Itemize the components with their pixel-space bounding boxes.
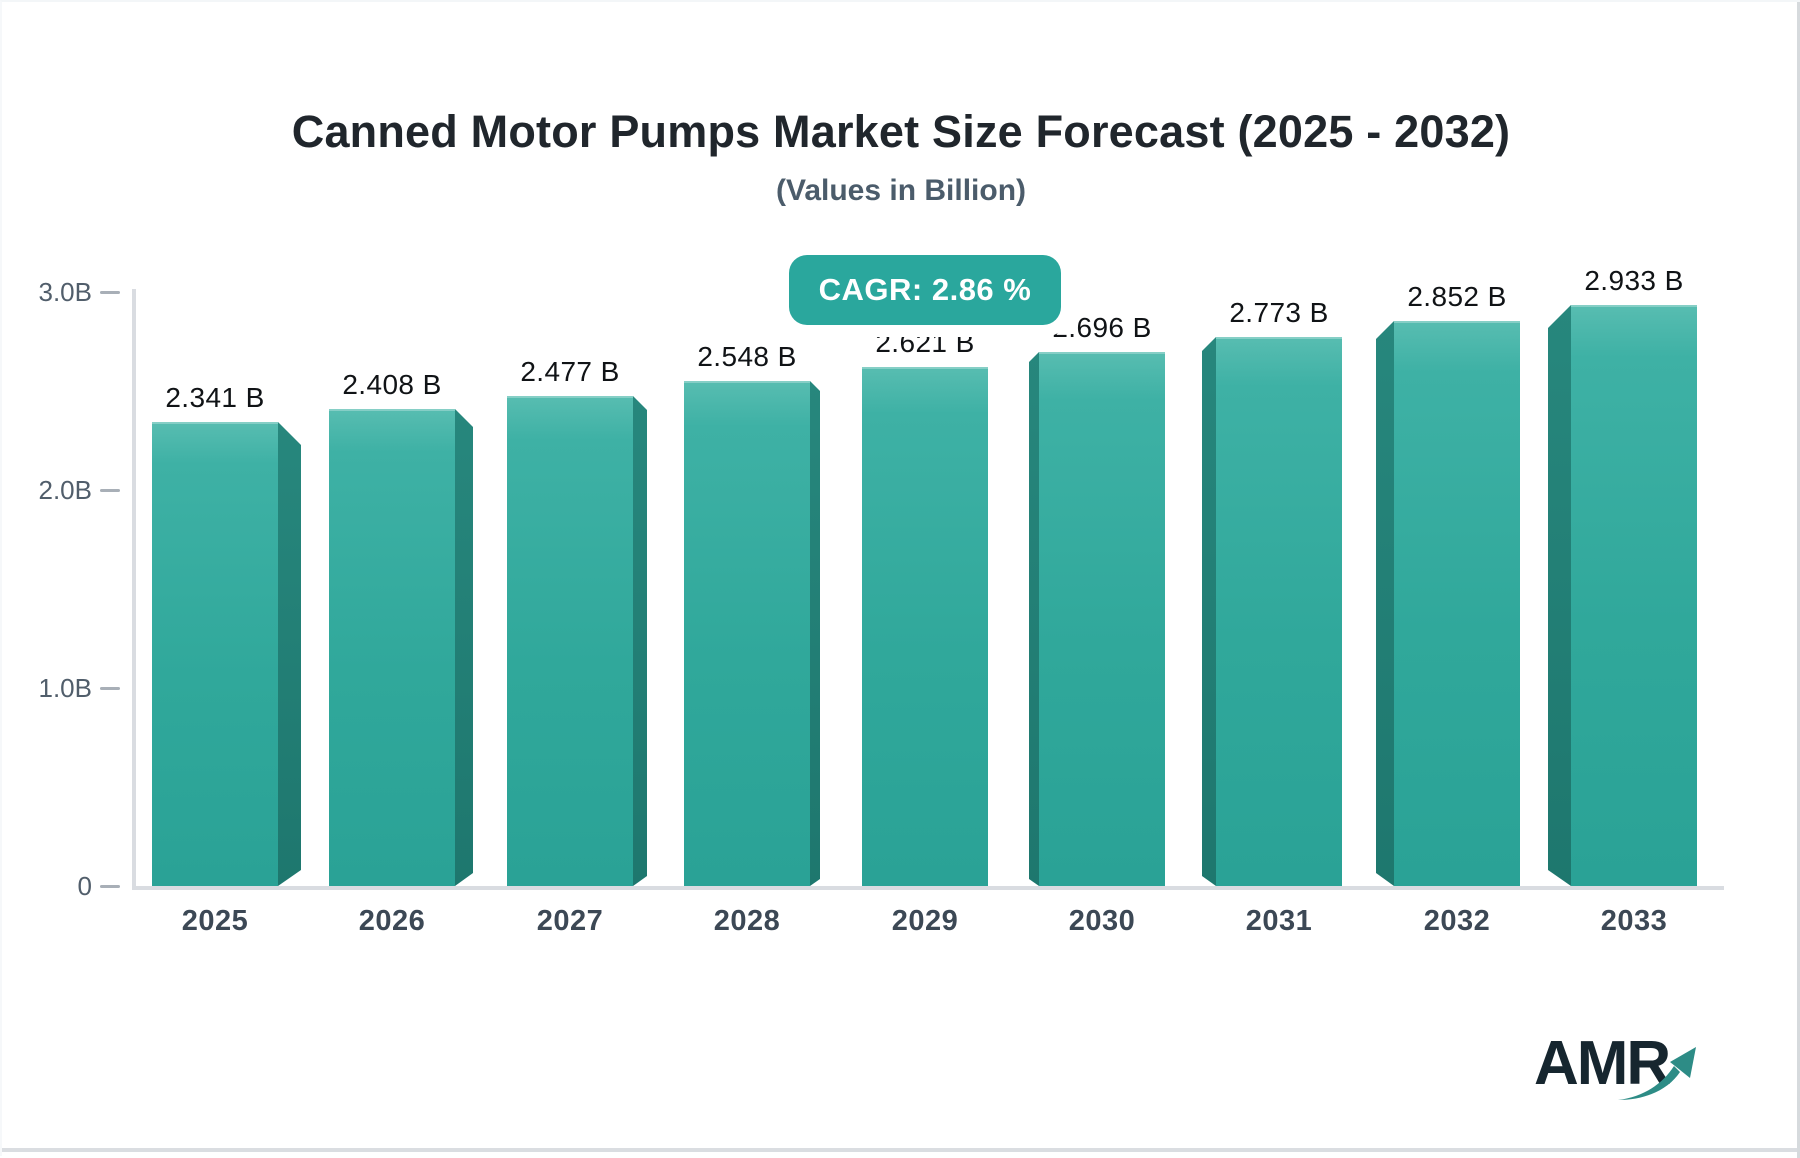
bar-side-face (1548, 305, 1571, 886)
bar-2031 (1202, 337, 1342, 886)
bar-2026 (329, 409, 473, 886)
bar-side-face (1029, 352, 1039, 886)
x-axis-line (132, 886, 1724, 890)
x-tick-label-2027: 2027 (536, 905, 604, 937)
bar-side-face (810, 381, 820, 886)
bar-side-face (1376, 321, 1394, 886)
x-tick-label-2031: 2031 (1245, 905, 1313, 937)
bar-main-face (684, 381, 810, 886)
cagr-badge-label: CAGR: 2.86 % (818, 272, 1032, 307)
y-tick-label: 0 (77, 871, 92, 901)
bar-value-label: 2.696 B (1052, 312, 1152, 343)
x-tick-label-2033: 2033 (1600, 905, 1668, 937)
x-tick-label-2030: 2030 (1068, 905, 1136, 937)
bar-value-label: 2.477 B (520, 356, 620, 387)
x-tick-label-2029: 2029 (891, 905, 959, 937)
bar-value-label: 2.933 B (1584, 265, 1684, 296)
bar-main-face (1571, 305, 1697, 886)
bar-side-face (1202, 337, 1216, 886)
bar-main-face (507, 396, 633, 886)
bar-side-face (455, 409, 473, 886)
bar-main-face (152, 422, 278, 886)
y-tick-label: 2.0B (38, 475, 93, 505)
bar-value-label: 2.548 B (697, 341, 797, 372)
image-right-edge (1797, 2, 1800, 1158)
bar-2027 (507, 396, 647, 886)
bar-main-face (329, 409, 455, 886)
bar-value-label: 2.621 B (875, 327, 975, 358)
bar-2032 (1376, 321, 1520, 886)
bar-2028 (684, 381, 820, 886)
chart-subtitle: (Values in Billion) (775, 174, 1027, 207)
cagr-badge: CAGR: 2.86 % (789, 255, 1061, 325)
trend-up-arrow-icon (1618, 1047, 1696, 1100)
y-tick-label: 3.0B (38, 277, 93, 307)
chart-title: Canned Motor Pumps Market Size Forecast … (291, 106, 1511, 157)
x-tick-label-2032: 2032 (1423, 905, 1491, 937)
y-axis-line (132, 289, 136, 890)
bar-2033 (1548, 305, 1697, 886)
bar-main-face (862, 367, 988, 886)
y-tick (100, 687, 120, 690)
y-tick (100, 489, 120, 492)
amr-logo: AMR (1534, 1028, 1734, 1118)
bar-main-face (1216, 337, 1342, 886)
bar-value-label: 2.408 B (342, 369, 442, 400)
bar-value-label: 2.852 B (1407, 281, 1507, 312)
y-tick (100, 885, 120, 888)
bar-value-label: 2.773 B (1229, 297, 1329, 328)
bar-side-face (278, 422, 301, 886)
x-tick-label-2026: 2026 (358, 905, 426, 937)
bar-value-label: 2.341 B (165, 382, 265, 413)
bar-main-face (1394, 321, 1520, 886)
bar-2029 (862, 367, 988, 886)
y-tick (100, 291, 120, 294)
amr-logo-text: AMR (1534, 1029, 1671, 1098)
x-tick-label-2025: 2025 (181, 905, 249, 937)
bar-2025 (152, 422, 301, 886)
x-tick-label-2028: 2028 (713, 905, 781, 937)
bar-side-face (633, 396, 647, 886)
bar-main-face (1039, 352, 1165, 886)
image-bottom-edge (2, 1148, 1800, 1152)
bar-2030 (1029, 352, 1165, 886)
y-tick-label: 1.0B (38, 673, 93, 703)
